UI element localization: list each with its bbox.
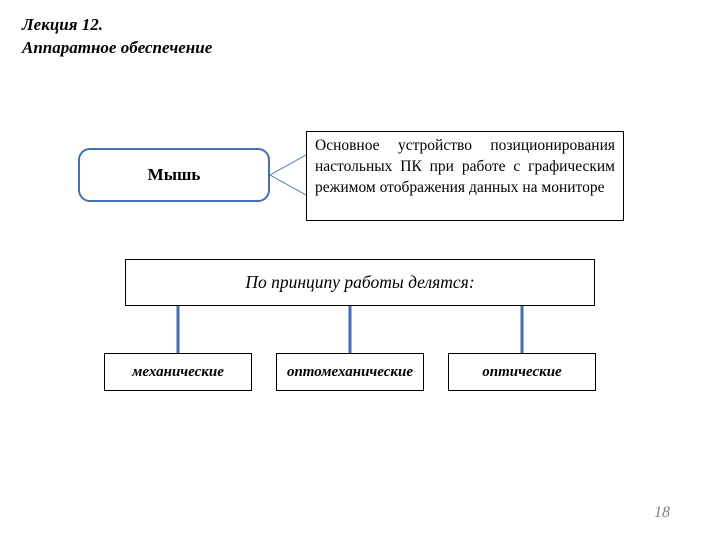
leaf-optical: оптические	[448, 353, 596, 391]
callout-line-upper	[270, 155, 306, 175]
header-line-1: Лекция 12.	[22, 14, 212, 37]
leaf-mechanical: механические	[104, 353, 252, 391]
header-line-2: Аппаратное обеспечение	[22, 37, 212, 60]
mouse-node-label: Мышь	[148, 165, 201, 185]
leaf-optomechanical: оптомеханические	[276, 353, 424, 391]
leaf-optical-label: оптические	[482, 364, 561, 381]
slide-header: Лекция 12. Аппаратное обеспечение	[22, 14, 212, 60]
leaf-optomechanical-label: оптомеханические	[287, 364, 413, 381]
mouse-description-box: Основное устройство позиционирования нас…	[306, 131, 624, 221]
mouse-node: Мышь	[78, 148, 270, 202]
principle-box: По принципу работы делятся:	[125, 259, 595, 306]
principle-text: По принципу работы делятся:	[245, 272, 474, 293]
callout-line-lower	[270, 175, 306, 195]
page-number: 18	[654, 504, 670, 522]
mouse-description-text: Основное устройство позиционирования нас…	[315, 137, 615, 196]
leaf-mechanical-label: механические	[132, 364, 224, 381]
